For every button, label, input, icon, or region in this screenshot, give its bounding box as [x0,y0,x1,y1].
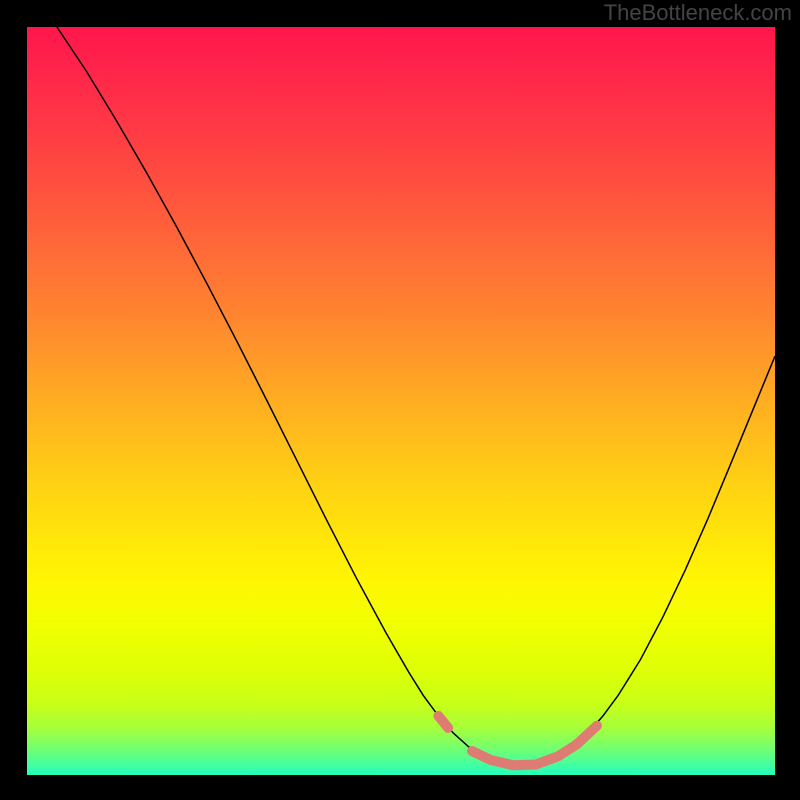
bottleneck-chart [27,27,775,775]
plot-area [27,27,775,775]
chart-background [27,27,775,775]
outer-frame: TheBottleneck.com [0,0,800,800]
watermark-text: TheBottleneck.com [604,0,792,26]
